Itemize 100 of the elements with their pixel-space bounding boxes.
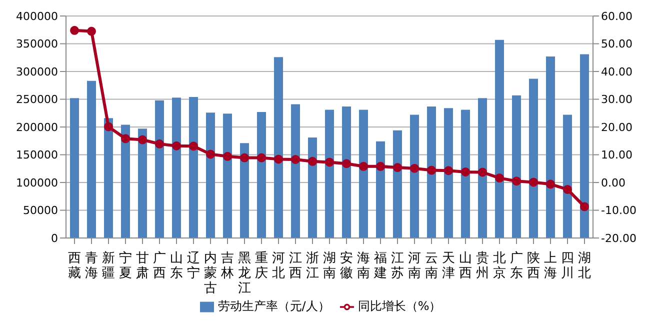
point [155, 139, 164, 148]
bar [240, 143, 249, 238]
y-tick-label: 50000 [23, 204, 58, 218]
bar [444, 108, 453, 238]
bar [257, 112, 266, 238]
point [529, 178, 538, 187]
bar [342, 106, 351, 238]
point [512, 176, 521, 186]
point [376, 162, 385, 171]
bar [325, 110, 334, 238]
x-tick-label: 贵州 [476, 251, 489, 281]
point [563, 184, 572, 194]
bar [580, 54, 589, 238]
point [393, 163, 402, 172]
x-tick-label: 湖北 [578, 251, 591, 281]
legend-label: 劳动生产率（元/人） [218, 299, 330, 313]
point [87, 26, 96, 36]
y2-tick-label: 0.00 [601, 176, 626, 190]
x-tick-label: 河北 [272, 251, 285, 281]
y2-tick-label: -20.00 [601, 232, 636, 245]
point [325, 158, 334, 167]
bar [138, 128, 147, 238]
x-tick-label: 江苏 [391, 251, 404, 281]
bar [274, 57, 283, 238]
x-tick-label: 山西 [459, 251, 472, 281]
point [359, 162, 368, 171]
bar [376, 141, 385, 238]
bar [512, 95, 521, 238]
legend-label: 同比增长（%） [358, 299, 442, 313]
bar [478, 98, 487, 238]
point [410, 164, 419, 173]
y2-tick-label: 20.00 [601, 120, 632, 134]
y-tick-label: 300000 [16, 65, 58, 78]
point [121, 134, 130, 144]
x-tick-label: 云南 [425, 251, 438, 281]
point [495, 174, 504, 183]
bar [308, 138, 317, 238]
bar [104, 118, 113, 238]
bar [291, 104, 300, 238]
point [274, 154, 283, 164]
point [138, 135, 147, 144]
point [291, 154, 300, 164]
x-tick-label: 海南 [357, 251, 370, 281]
point [240, 153, 249, 162]
y-tick-label: 0 [51, 232, 58, 245]
x-tick-label: 内蒙古 [204, 251, 217, 296]
x-tick-label: 西藏 [68, 251, 81, 281]
x-tick-label: 河南 [408, 251, 421, 281]
x-tick-label: 甘肃 [136, 251, 149, 281]
x-tick-label: 青海 [85, 251, 98, 281]
y-tick-label: 100000 [16, 176, 58, 190]
x-tick-label: 福建 [373, 251, 387, 281]
y2-tick-label: -10.00 [601, 204, 636, 218]
x-tick-label: 浙江 [306, 251, 319, 281]
bar [70, 98, 79, 238]
x-tick-label: 江西 [289, 251, 302, 281]
y2-tick-label: 50.00 [601, 38, 632, 51]
point [172, 141, 181, 150]
x-tick-label: 吉林 [220, 251, 234, 281]
point [580, 202, 589, 212]
point [308, 156, 317, 166]
point [189, 142, 198, 151]
bar [461, 110, 470, 238]
y-tick-label: 350000 [16, 38, 58, 51]
x-tick-label: 黑龙江 [238, 251, 251, 296]
bar [223, 114, 232, 238]
x-tick-label: 北京 [493, 251, 506, 281]
y-tick-label: 400000 [16, 10, 58, 23]
x-tick-label: 湖南 [323, 251, 336, 281]
point [206, 150, 215, 159]
bar [121, 124, 130, 238]
x-tick-label: 重庆 [255, 251, 268, 281]
x-tick-label: 陕西 [527, 251, 540, 281]
bar [546, 56, 555, 238]
bar [410, 114, 419, 238]
x-tick-label: 宁夏 [119, 250, 132, 281]
point [546, 180, 555, 189]
point [444, 166, 453, 176]
y2-tick-label: 10.00 [601, 148, 632, 162]
y-tick-label: 250000 [16, 93, 58, 106]
point [70, 26, 79, 35]
point [104, 122, 113, 132]
x-tick-label: 广东 [510, 251, 523, 281]
x-tick-label: 新疆 [102, 251, 115, 281]
y2-tick-label: 60.00 [601, 10, 632, 23]
bar [155, 100, 164, 238]
bar [529, 78, 538, 238]
bar [172, 98, 181, 238]
bar [427, 106, 436, 238]
x-tick-label: 山东 [170, 251, 183, 281]
point [427, 166, 436, 175]
x-tick-label: 天津 [442, 251, 455, 281]
x-tick-label: 安徽 [340, 250, 353, 281]
y2-tick-label: 40.00 [601, 65, 632, 78]
point [461, 167, 470, 176]
bar [563, 114, 572, 238]
bar [87, 80, 96, 238]
point [478, 168, 487, 177]
bar [393, 130, 402, 238]
x-tick-label: 四川 [561, 251, 574, 281]
